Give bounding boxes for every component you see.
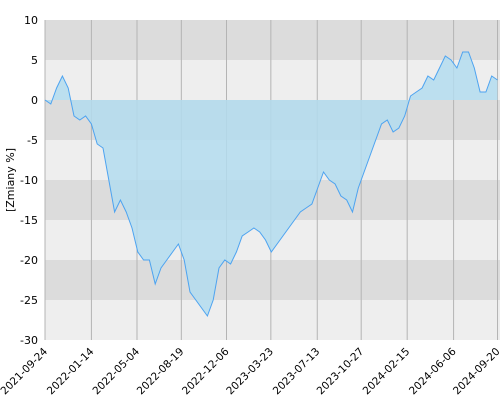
y-tick-label: -20 (20, 254, 38, 267)
y-tick-label: -10 (20, 174, 38, 187)
y-tick-label: -15 (20, 214, 38, 227)
grid-band (45, 260, 500, 300)
y-tick-label: 0 (31, 94, 38, 107)
line (44, 51, 498, 318)
y-tick-label: -30 (20, 334, 38, 347)
x-tick-label: 2021-09-24 (0, 345, 50, 397)
grid-band (45, 20, 500, 60)
y-tick-label: -5 (27, 134, 38, 147)
x-tick-label: 2022-08-19 (135, 346, 187, 398)
x-tick-label: 2022-01-14 (45, 345, 97, 397)
y-tick-label: 10 (24, 14, 38, 27)
x-tick-label: 2023-10-27 (315, 346, 367, 398)
grid-band (45, 300, 500, 340)
x-tick-label: 2024-09-20 (451, 346, 500, 398)
x-tick-label: 2023-03-23 (224, 346, 276, 398)
y-tick-label: 5 (31, 54, 38, 67)
y-axis-label: [Zmiany %] (4, 148, 17, 212)
y-tick-label: -25 (20, 294, 38, 307)
area (45, 52, 498, 316)
x-tick-label: 2024-02-15 (361, 346, 413, 398)
